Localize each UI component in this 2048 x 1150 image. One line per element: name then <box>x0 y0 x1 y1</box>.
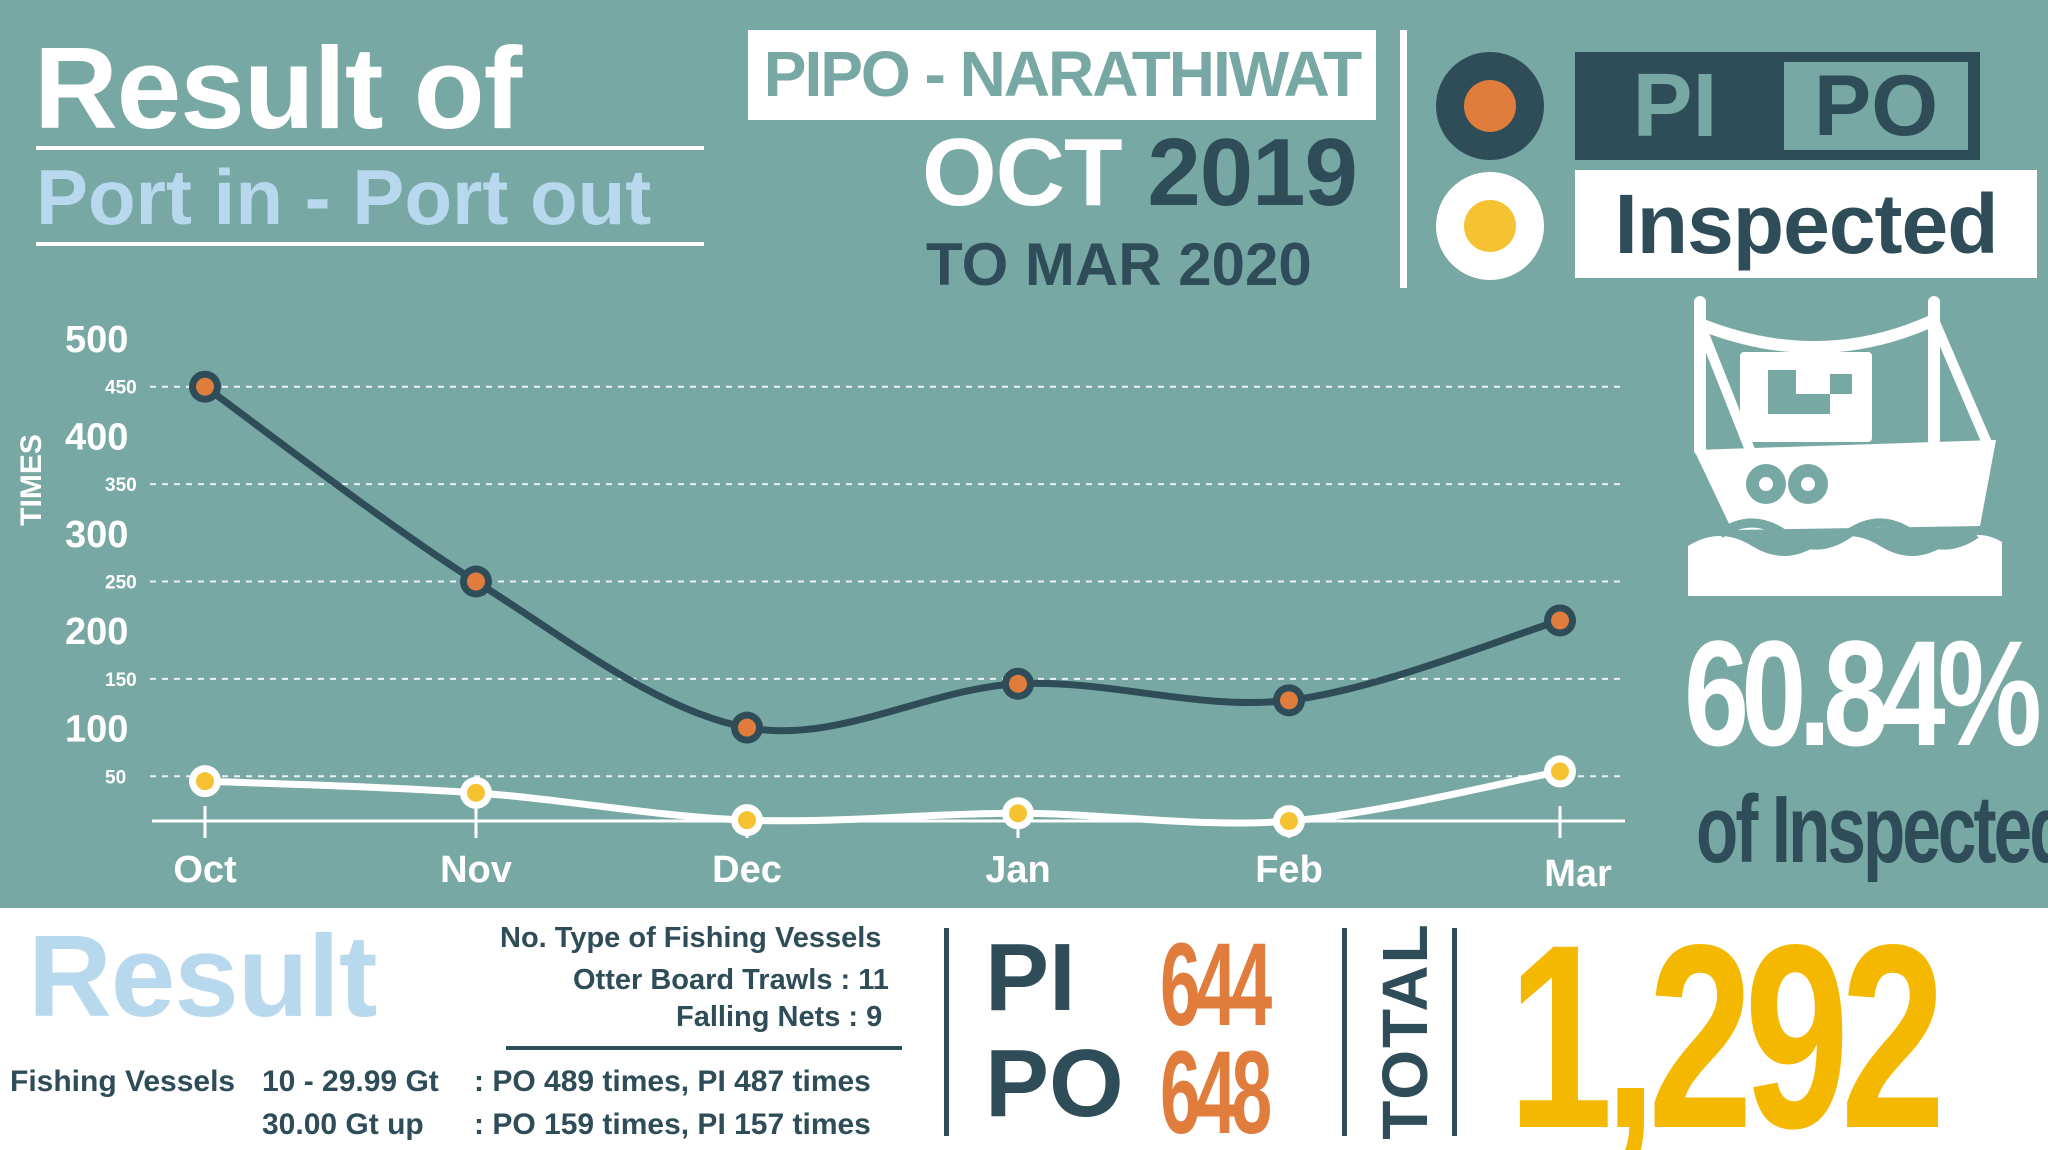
period-start-year: 2019 <box>1147 119 1358 226</box>
location-label: PIPO - NARATHIWAT <box>763 38 1362 110</box>
data-point-pi-po-oct <box>196 377 214 396</box>
y-minor-tick-label-350: 350 <box>105 475 137 496</box>
legend-po-box <box>1784 62 1968 150</box>
legend-pi-label: PI <box>1632 56 1718 156</box>
legend-inspected-box <box>1575 170 2037 278</box>
legend-inspected-marker <box>1436 172 1544 280</box>
data-point-pi-po-nov <box>467 572 485 591</box>
y-tick-label-200: 200 <box>65 611 128 653</box>
title-divider <box>36 146 704 150</box>
series-line-pi-po <box>201 383 1564 735</box>
pi-label: PI <box>985 924 1076 1031</box>
result-separator-2 <box>1342 928 1347 1136</box>
vessel-type-otter-board: Otter Board Trawls : 11 <box>573 964 889 996</box>
inspected-percentage-caption: of Inspected <box>1696 776 2048 883</box>
total-label: TOTAL <box>1360 918 1450 1144</box>
x-tick-label-feb: Feb <box>1255 849 1323 891</box>
inspected-percentage: 60.84% <box>1684 609 2042 777</box>
x-tick-label-mar: Mar <box>1544 853 1612 895</box>
vessel-types-title: No. Type of Fishing Vessels <box>500 922 882 954</box>
data-point-inspected-oct <box>196 772 214 791</box>
series-line-inspected <box>201 767 1564 827</box>
y-tick-label-500: 500 <box>65 319 128 361</box>
legend-po-label: PO <box>1813 58 1939 154</box>
period-start-month: OCT <box>922 119 1123 226</box>
line-chart: 100 200 300 400 500 50 150 250 350 450 Oct Nov Dec Ja… <box>65 319 1625 895</box>
y-tick-label-100: 100 <box>65 709 128 751</box>
size-row-large-detail: : PO 159 times, PI 157 times <box>474 1108 871 1141</box>
data-point-inspected-jan <box>1009 804 1027 823</box>
total-label-text: TOTAL <box>1369 922 1441 1140</box>
data-point-pi-po-feb <box>1280 691 1298 710</box>
pi-value: 644 <box>1160 919 1272 1051</box>
vessel-type-falling-nets: Falling Nets : 9 <box>676 1001 883 1033</box>
po-label: PO <box>985 1030 1124 1137</box>
x-tick-label-jan: Jan <box>985 849 1050 891</box>
fishing-boat-icon <box>1688 296 2002 596</box>
data-point-pi-po-mar <box>1551 611 1569 630</box>
y-minor-tick-label-450: 450 <box>105 378 137 399</box>
fishing-vessels-label: Fishing Vessels <box>10 1065 236 1098</box>
y-minor-tick-label-50: 50 <box>105 767 126 788</box>
data-point-inspected-nov <box>467 783 485 802</box>
data-point-inspected-feb <box>1280 812 1298 831</box>
size-row-small: 10 - 29.99 Gt <box>262 1065 439 1098</box>
y-minor-tick-label-250: 250 <box>105 573 137 594</box>
data-point-pi-po-jan <box>1009 674 1027 693</box>
vessel-types-divider <box>506 1046 902 1050</box>
x-tick-label-nov: Nov <box>440 849 512 891</box>
po-value: 648 <box>1160 1027 1272 1150</box>
infographic-top-panel: Result of Port in - Port out PIPO - NARA… <box>0 0 2048 908</box>
legend-pipo-marker <box>1436 52 1544 160</box>
y-tick-label-400: 400 <box>65 416 128 458</box>
data-point-inspected-dec <box>738 811 756 830</box>
data-point-inspected-mar <box>1551 762 1569 781</box>
result-separator-3 <box>1452 928 1457 1136</box>
size-row-large: 30.00 Gt up <box>262 1108 424 1141</box>
legend-inspected-label: Inspected <box>1614 177 1998 271</box>
page-subtitle: Port in - Port out <box>36 153 652 241</box>
data-point-pi-po-dec <box>738 718 756 737</box>
period-end: TO MAR 2020 <box>926 231 1312 298</box>
y-minor-tick-label-150: 150 <box>105 670 137 691</box>
y-tick-label-300: 300 <box>65 514 128 556</box>
total-value: 1,292 <box>1508 908 1945 1150</box>
location-banner <box>748 30 1376 120</box>
header-separator <box>1400 30 1407 288</box>
result-panel: Result No. Type of Fishing Vessels Otter… <box>0 908 2048 1150</box>
page-title: Result of <box>34 23 522 153</box>
result-separator-1 <box>944 928 949 1136</box>
subtitle-divider <box>36 242 704 246</box>
x-tick-label-oct: Oct <box>173 849 237 891</box>
x-tick-label-dec: Dec <box>712 849 782 891</box>
result-heading: Result <box>28 911 378 1041</box>
size-row-small-detail: : PO 489 times, PI 487 times <box>474 1065 871 1098</box>
period-start: OCT 2019 <box>922 125 1358 221</box>
